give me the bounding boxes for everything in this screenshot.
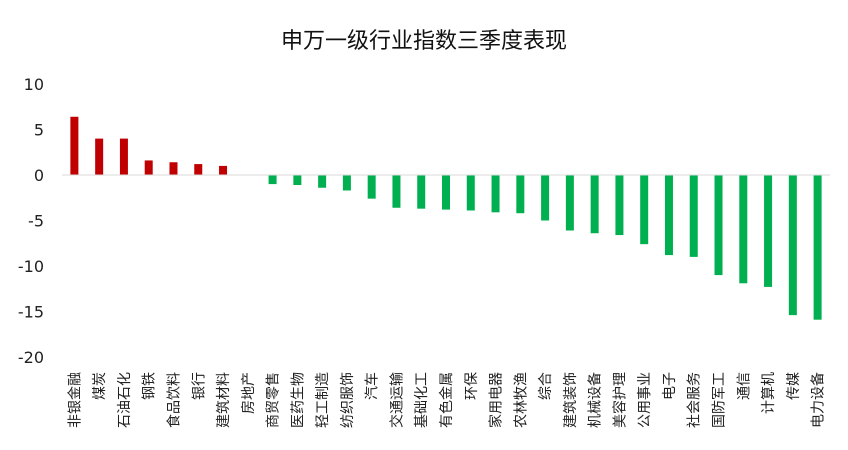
y-tick-label: 5	[34, 121, 44, 140]
x-tick-label: 电力设备	[810, 372, 827, 428]
bar	[95, 138, 104, 175]
x-tick-label: 公用事业	[637, 372, 653, 428]
bar	[194, 164, 203, 175]
x-tick-label: 煤炭	[92, 372, 108, 400]
x-tick-label: 食品饮料	[165, 372, 182, 428]
x-tick-label: 农林牧渔	[513, 372, 529, 428]
x-tick-label: 非银金融	[67, 372, 83, 428]
x-tick-label: 基础化工	[413, 372, 430, 428]
x-tick-label: 交通运输	[388, 372, 405, 428]
x-tick-label: 建筑装饰	[563, 372, 579, 428]
bar	[367, 175, 376, 199]
bar	[516, 175, 525, 214]
bar	[466, 175, 475, 211]
x-tick-label: 钢铁	[142, 372, 158, 400]
y-tick-label: -15	[18, 303, 44, 322]
y-tick-label: -20	[18, 348, 44, 367]
x-tick-label: 石油石化	[117, 372, 133, 428]
x-tick-label: 综合	[538, 372, 554, 400]
x-tick-label: 美容护理	[611, 372, 628, 428]
bar	[70, 116, 79, 175]
bars	[70, 116, 822, 320]
y-axis: 10 5 0 -5 -10 -15 -20	[18, 75, 44, 367]
bar	[714, 175, 723, 276]
bar	[293, 175, 302, 186]
bar	[392, 175, 401, 208]
y-tick-label: -5	[28, 212, 44, 231]
bar	[739, 175, 748, 284]
bar	[541, 175, 550, 221]
x-tick-label: 国防军工	[712, 372, 728, 428]
y-tick-label: 10	[24, 75, 44, 94]
y-tick-label: -10	[18, 257, 44, 276]
x-tick-label: 汽车	[364, 372, 381, 400]
x-tick-label: 家用电器	[488, 372, 505, 428]
y-tick-label: 0	[34, 166, 44, 185]
bar	[219, 165, 228, 175]
bar	[813, 175, 822, 320]
bar	[615, 175, 624, 236]
x-tick-label: 计算机	[761, 372, 777, 414]
bar	[318, 175, 327, 188]
bar	[442, 175, 450, 210]
x-tick-label: 银行	[191, 372, 207, 400]
bar	[788, 175, 797, 316]
bar	[169, 162, 178, 175]
bar	[664, 175, 673, 256]
x-tick-label: 环保	[464, 372, 480, 400]
x-tick-label: 机械设备	[587, 372, 604, 428]
x-axis-labels: 非银金融 煤炭 石油石化 钢铁 食品饮料 银行 建筑材料 房地产 商贸零售 医药生物 轻工制造 纺织服…	[67, 372, 826, 428]
x-tick-label: 建筑材料	[216, 372, 232, 428]
x-tick-label: 房地产	[241, 372, 257, 414]
x-tick-label: 商贸零售	[266, 372, 282, 428]
x-tick-label: 社会服务	[687, 372, 703, 428]
bar	[689, 175, 698, 257]
bar	[640, 175, 649, 245]
x-tick-label: 医药生物	[290, 372, 306, 428]
x-tick-label: 纺织服饰	[340, 372, 356, 428]
x-tick-label: 传媒	[786, 372, 802, 400]
x-tick-label: 电子	[662, 372, 678, 400]
chart-title: 申万一级行业指数三季度表现	[281, 29, 567, 54]
bar	[268, 175, 277, 185]
x-tick-label: 有色金属	[438, 372, 455, 428]
bar	[119, 138, 128, 175]
bar	[417, 175, 426, 209]
bar	[144, 160, 153, 175]
bar	[491, 175, 500, 213]
x-tick-label: 通信	[736, 372, 752, 400]
bar	[342, 175, 351, 191]
bar	[590, 175, 599, 234]
bar	[565, 175, 574, 231]
x-tick-label: 轻工制造	[315, 372, 331, 428]
bar	[764, 175, 773, 287]
